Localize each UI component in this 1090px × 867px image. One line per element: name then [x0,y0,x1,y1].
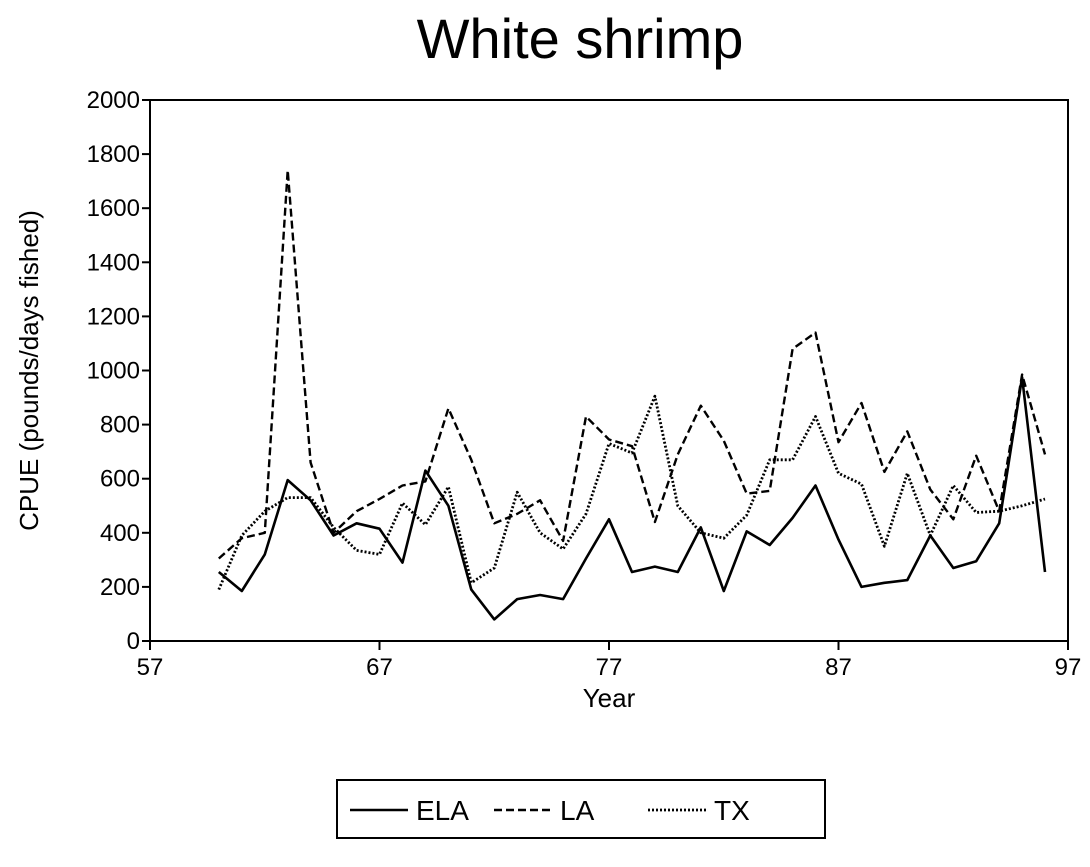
legend: ELA LA TX [336,779,826,839]
y-tick-label: 2000 [87,87,140,114]
y-tick-label: 600 [100,466,140,493]
y-tick-label: 400 [100,520,140,547]
legend-box [336,779,826,839]
x-axis: 57 67 77 87 97 [137,641,1082,681]
legend-label-la: LA [560,795,595,826]
legend-label-ela: ELA [416,795,469,826]
y-tick-label: 200 [100,574,140,601]
y-tick-label: 1600 [87,195,140,222]
chart-title: White shrimp [417,7,744,70]
x-tick-label: 97 [1055,654,1082,681]
legend-label-tx: TX [714,795,750,826]
y-tick-label: 1400 [87,249,140,276]
x-tick-label: 57 [137,654,164,681]
series-line-ela [217,375,1047,621]
y-tick-label: 800 [100,412,140,439]
x-tick-label: 77 [596,654,623,681]
x-tick-label: 67 [366,654,393,681]
series-line-tx [217,394,1046,591]
y-tick-label: 1000 [87,358,140,385]
y-axis: 0 200 400 600 800 1000 1200 1400 1600 1800 2000 [87,87,150,655]
x-axis-label: Year [583,683,636,713]
series-line-la [218,169,1047,560]
y-tick-label: 0 [127,628,140,655]
x-tick-label: 87 [825,654,852,681]
y-tick-label: 1800 [87,141,140,168]
y-axis-label: CPUE (pounds/days fished) [14,210,44,531]
y-tick-label: 1200 [87,303,140,330]
series-layer [217,169,1047,621]
plot-frame [149,99,1069,642]
